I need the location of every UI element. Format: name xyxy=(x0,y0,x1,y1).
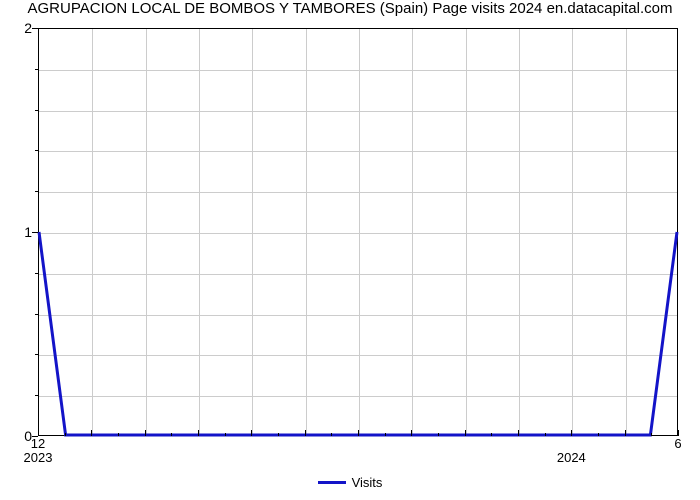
x-minor-tick xyxy=(598,433,599,436)
legend-label: Visits xyxy=(352,475,383,490)
plot-area xyxy=(38,28,678,436)
x-month-label: 12 xyxy=(31,436,45,451)
x-minor-tick xyxy=(331,433,332,436)
x-minor-tick xyxy=(65,433,66,436)
y-minor-tick xyxy=(35,69,38,70)
y-tick-mark xyxy=(32,232,38,233)
x-minor-tick xyxy=(438,433,439,436)
x-year-label: 2024 xyxy=(557,450,586,465)
x-tick-mark xyxy=(518,430,519,436)
y-minor-tick xyxy=(35,354,38,355)
y-minor-tick xyxy=(35,150,38,151)
series-line-visits xyxy=(39,232,677,435)
y-minor-tick xyxy=(35,395,38,396)
x-minor-tick xyxy=(545,433,546,436)
y-tick-label: 0 xyxy=(8,428,32,444)
x-minor-tick xyxy=(385,433,386,436)
x-minor-tick xyxy=(225,433,226,436)
x-tick-mark xyxy=(91,430,92,436)
x-minor-tick xyxy=(651,433,652,436)
x-tick-mark xyxy=(145,430,146,436)
y-tick-label: 2 xyxy=(8,20,32,36)
x-minor-tick xyxy=(278,433,279,436)
x-tick-mark xyxy=(305,430,306,436)
x-year-label: 2023 xyxy=(24,450,53,465)
x-tick-mark xyxy=(198,430,199,436)
y-tick-mark xyxy=(32,28,38,29)
x-minor-tick xyxy=(491,433,492,436)
x-tick-mark xyxy=(358,430,359,436)
legend-swatch xyxy=(318,481,346,484)
x-tick-mark xyxy=(251,430,252,436)
series-layer xyxy=(39,29,677,435)
x-minor-tick xyxy=(118,433,119,436)
y-minor-tick xyxy=(35,110,38,111)
x-tick-mark xyxy=(571,430,572,436)
x-month-label: 6 xyxy=(674,436,681,451)
y-minor-tick xyxy=(35,191,38,192)
x-tick-mark xyxy=(411,430,412,436)
legend: Visits xyxy=(0,474,700,490)
y-tick-label: 1 xyxy=(8,224,32,240)
x-tick-mark xyxy=(465,430,466,436)
chart-title: AGRUPACION LOCAL DE BOMBOS Y TAMBORES (S… xyxy=(0,0,700,17)
y-minor-tick xyxy=(35,314,38,315)
x-tick-mark xyxy=(625,430,626,436)
y-minor-tick xyxy=(35,273,38,274)
x-minor-tick xyxy=(171,433,172,436)
